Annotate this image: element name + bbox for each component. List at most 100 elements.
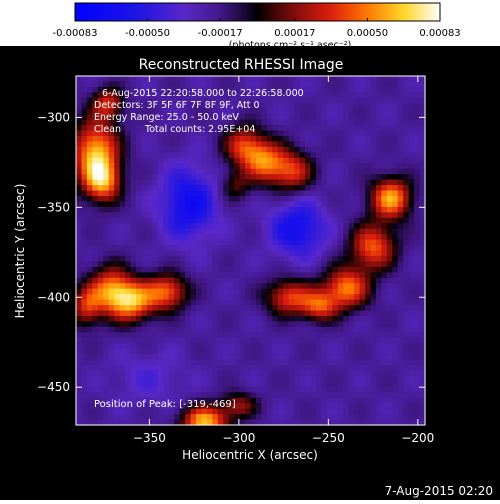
heatmap-cell bbox=[332, 86, 339, 93]
heatmap-cell bbox=[76, 337, 83, 344]
heatmap-cell bbox=[86, 370, 93, 377]
heatmap-cell bbox=[392, 206, 399, 213]
heatmap-cell bbox=[397, 403, 404, 410]
heatmap-cell bbox=[141, 195, 148, 203]
heatmap-cell bbox=[141, 119, 148, 126]
heatmap-cell bbox=[315, 348, 322, 355]
heatmap-cell bbox=[179, 403, 186, 410]
heatmap-cell bbox=[365, 190, 372, 197]
heatmap-cell bbox=[81, 386, 88, 393]
heatmap-cell bbox=[266, 103, 273, 110]
heatmap-cell bbox=[97, 419, 104, 426]
heatmap-cell bbox=[261, 272, 268, 279]
heatmap-cell bbox=[108, 223, 115, 230]
heatmap-cell bbox=[217, 103, 224, 110]
heatmap-cell bbox=[174, 288, 181, 295]
heatmap-cell bbox=[206, 375, 213, 382]
heatmap-cell bbox=[103, 370, 110, 377]
heatmap-cell bbox=[299, 97, 306, 104]
heatmap-cell bbox=[103, 152, 110, 159]
heatmap-cell bbox=[326, 223, 333, 230]
heatmap-cell bbox=[223, 288, 230, 295]
heatmap-cell bbox=[294, 174, 301, 181]
heatmap-cell bbox=[250, 255, 257, 262]
heatmap-cell bbox=[76, 135, 83, 143]
heatmap-cell bbox=[250, 277, 257, 284]
heatmap-cell bbox=[337, 163, 344, 170]
heatmap-cell bbox=[125, 108, 132, 115]
heatmap-cell bbox=[141, 146, 148, 153]
heatmap-cell bbox=[206, 397, 213, 404]
heatmap-cell bbox=[255, 108, 262, 115]
heatmap-cell bbox=[359, 332, 366, 339]
heatmap-cell bbox=[250, 250, 257, 257]
heatmap-cell bbox=[239, 125, 246, 132]
heatmap-cell bbox=[277, 234, 284, 241]
heatmap-cell bbox=[283, 392, 290, 399]
heatmap-cell bbox=[179, 255, 186, 262]
heatmap-cell bbox=[163, 419, 170, 426]
heatmap-cell bbox=[261, 201, 268, 208]
heatmap-cell bbox=[310, 277, 317, 284]
heatmap-cell bbox=[277, 370, 284, 377]
heatmap-cell bbox=[185, 250, 192, 257]
heatmap-cell bbox=[250, 103, 257, 110]
heatmap-cell bbox=[174, 239, 181, 246]
heatmap-cell bbox=[315, 130, 322, 137]
heatmap-cell bbox=[365, 375, 372, 382]
heatmap-cell bbox=[86, 392, 93, 399]
heatmap-cell bbox=[245, 201, 252, 208]
heatmap-cell bbox=[76, 201, 83, 208]
heatmap-cell bbox=[343, 381, 350, 388]
heatmap-cell bbox=[114, 326, 121, 333]
heatmap-cell bbox=[141, 206, 148, 213]
heatmap-cell bbox=[217, 97, 224, 104]
heatmap-cell bbox=[223, 217, 230, 224]
heatmap-cell bbox=[81, 130, 88, 137]
heatmap-cell bbox=[299, 255, 306, 262]
heatmap-cell bbox=[359, 365, 366, 372]
heatmap-cell bbox=[370, 337, 377, 344]
heatmap-cell bbox=[76, 277, 83, 284]
heatmap-cell bbox=[119, 326, 126, 333]
heatmap-cell bbox=[245, 365, 252, 372]
heatmap-cell bbox=[103, 130, 110, 137]
heatmap-cell bbox=[381, 381, 388, 388]
heatmap-cell bbox=[163, 288, 170, 295]
heatmap-cell bbox=[310, 223, 317, 230]
heatmap-cell bbox=[354, 408, 361, 415]
heatmap-cell bbox=[392, 403, 399, 410]
heatmap-cell bbox=[234, 146, 241, 153]
heatmap-cell bbox=[119, 239, 126, 246]
heatmap-cell bbox=[277, 245, 284, 252]
heatmap-cell bbox=[299, 370, 306, 377]
heatmap-cell bbox=[97, 283, 104, 290]
heatmap-cell bbox=[381, 266, 388, 273]
heatmap-cell bbox=[168, 397, 175, 404]
heatmap-cell bbox=[326, 179, 333, 186]
heatmap-cell bbox=[375, 403, 382, 410]
heatmap-cell bbox=[157, 321, 164, 328]
heatmap-cell bbox=[81, 190, 88, 197]
heatmap-cell bbox=[234, 261, 241, 268]
heatmap-cell bbox=[119, 195, 126, 203]
heatmap-cell bbox=[234, 228, 241, 235]
heatmap-cell bbox=[201, 206, 208, 213]
heatmap-cell bbox=[92, 217, 99, 224]
heatmap-cell bbox=[294, 326, 301, 333]
heatmap-cell bbox=[386, 245, 393, 252]
heatmap-cell bbox=[315, 201, 322, 208]
heatmap-cell bbox=[114, 81, 121, 88]
heatmap-cell bbox=[359, 359, 366, 366]
heatmap-cell bbox=[337, 392, 344, 399]
heatmap-cell bbox=[272, 135, 279, 143]
heatmap-cell bbox=[255, 255, 262, 262]
heatmap-cell bbox=[234, 114, 241, 121]
heatmap-cell bbox=[157, 157, 164, 164]
heatmap-cell bbox=[130, 108, 137, 115]
heatmap-cell bbox=[288, 403, 295, 410]
heatmap-cell bbox=[146, 392, 153, 399]
heatmap-cell bbox=[255, 283, 262, 290]
heatmap-cell bbox=[392, 125, 399, 132]
heatmap-cell bbox=[97, 403, 104, 410]
